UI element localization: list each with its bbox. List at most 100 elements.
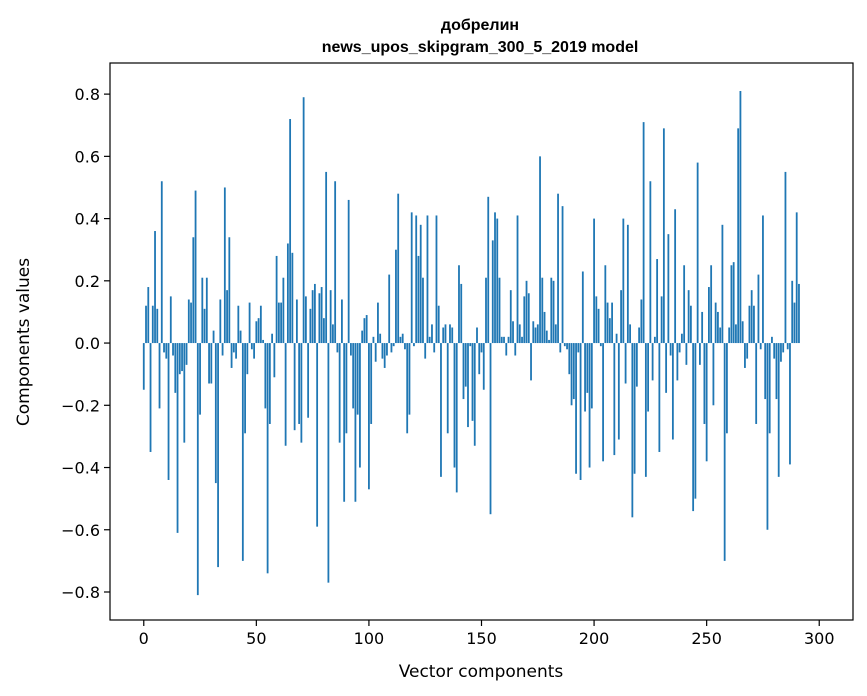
bar (257, 318, 260, 344)
bar (617, 343, 620, 440)
bar (350, 343, 352, 356)
bar (545, 330, 548, 344)
bar (744, 343, 746, 368)
bar (205, 277, 208, 344)
bar (462, 343, 465, 400)
bar (223, 187, 226, 344)
bar (694, 343, 697, 499)
bar (572, 343, 575, 400)
x-tick-label: 200 (579, 629, 610, 648)
bar (453, 343, 456, 468)
bar (719, 327, 722, 344)
bar (762, 215, 764, 344)
bar (431, 324, 433, 344)
bar (746, 343, 749, 359)
bar (401, 333, 404, 344)
bar (365, 315, 368, 344)
bar (395, 249, 397, 344)
bar (620, 290, 622, 344)
bar (248, 302, 251, 344)
bar (588, 343, 591, 468)
bar (214, 343, 217, 484)
bar (446, 343, 449, 434)
bar (219, 299, 222, 344)
bar (665, 343, 668, 393)
bar (782, 343, 785, 353)
bar (210, 343, 213, 384)
bar (160, 181, 163, 344)
bar (581, 271, 584, 344)
bar (341, 299, 343, 344)
bar (534, 327, 537, 344)
bar (467, 343, 469, 428)
bar (419, 224, 422, 344)
bar (253, 343, 255, 359)
bar (503, 336, 505, 344)
y-tick-label: −0.6 (61, 521, 100, 540)
bar (172, 343, 174, 356)
bar (217, 343, 219, 568)
bar (680, 333, 683, 344)
bar (642, 122, 645, 344)
y-tick-label: −0.2 (61, 396, 100, 415)
bar (151, 305, 154, 344)
bar (656, 259, 659, 344)
bar (304, 296, 307, 344)
bar (527, 293, 530, 344)
bar (480, 343, 483, 353)
bar (428, 336, 431, 344)
bar (575, 343, 577, 474)
bar (660, 296, 663, 344)
bar (440, 343, 442, 477)
bar (458, 265, 460, 344)
bar (187, 299, 190, 344)
bar (368, 343, 370, 490)
bar (156, 308, 159, 344)
bar (780, 343, 782, 362)
bar (293, 343, 296, 431)
bar (566, 343, 568, 350)
bar (491, 240, 494, 344)
bar (250, 343, 253, 350)
bar (404, 343, 406, 350)
bar (289, 119, 292, 344)
bar (406, 343, 409, 434)
bar (343, 343, 346, 502)
bar (174, 343, 177, 393)
bar (302, 97, 305, 344)
y-tick-label: −0.4 (61, 459, 100, 478)
bar (201, 277, 204, 344)
bar (377, 302, 379, 344)
bar (633, 343, 636, 474)
bar (683, 265, 686, 344)
bar (753, 305, 755, 344)
bar (316, 343, 319, 527)
x-axis-label: Vector components (399, 662, 564, 682)
bar (629, 324, 631, 344)
bar (489, 343, 492, 515)
bar (383, 343, 386, 368)
bar (604, 265, 607, 344)
bar (712, 343, 715, 406)
bar (750, 290, 753, 344)
bar (721, 224, 724, 344)
bar (444, 324, 447, 344)
bar (748, 305, 751, 344)
y-tick-label: 0.2 (75, 272, 100, 291)
bar (417, 255, 420, 344)
bar (696, 162, 699, 344)
bar (644, 343, 647, 477)
y-tick-label: 0.6 (75, 147, 100, 166)
bar (408, 343, 411, 415)
y-tick-label: 0.0 (75, 334, 100, 353)
bar (732, 262, 735, 344)
bar (212, 330, 215, 344)
bar (286, 243, 289, 344)
bar (455, 343, 458, 493)
bar (615, 333, 618, 344)
bar (449, 324, 451, 344)
bar (579, 343, 582, 480)
bar (635, 343, 638, 387)
bar (678, 343, 681, 353)
bar (241, 343, 244, 561)
